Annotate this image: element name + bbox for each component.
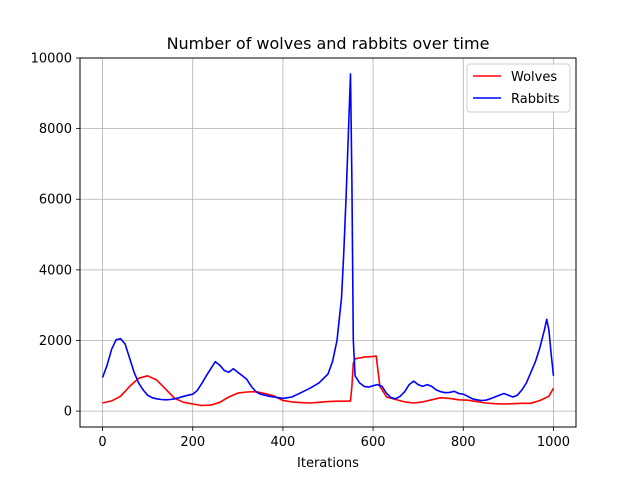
x-tick-label: 200 <box>180 435 205 450</box>
legend-label-rabbits: Rabbits <box>511 92 560 107</box>
legend-label-wolves: Wolves <box>511 70 557 85</box>
series-line-wolves <box>102 355 555 407</box>
chart-title: Number of wolves and rabbits over time <box>167 34 490 53</box>
y-tick-label: 4000 <box>39 263 72 278</box>
series-line-rabbits <box>101 73 555 402</box>
y-tick-label: 10000 <box>31 52 72 67</box>
x-tick-label: 1000 <box>537 435 570 450</box>
y-tick-label: 8000 <box>39 122 72 137</box>
x-axis-label: Iterations <box>297 456 359 471</box>
x-tick-label: 600 <box>361 435 386 450</box>
y-tick-label: 2000 <box>39 334 72 349</box>
y-tick-label: 0 <box>64 405 72 420</box>
plot-frame <box>79 57 577 428</box>
x-tick-label: 0 <box>98 435 106 450</box>
series-group <box>101 73 555 407</box>
x-tick-label: 800 <box>451 435 476 450</box>
x-tick-label: 400 <box>270 435 295 450</box>
grid <box>80 57 576 427</box>
legend: Wolves Rabbits <box>466 63 571 113</box>
y-tick-label: 6000 <box>39 193 72 208</box>
